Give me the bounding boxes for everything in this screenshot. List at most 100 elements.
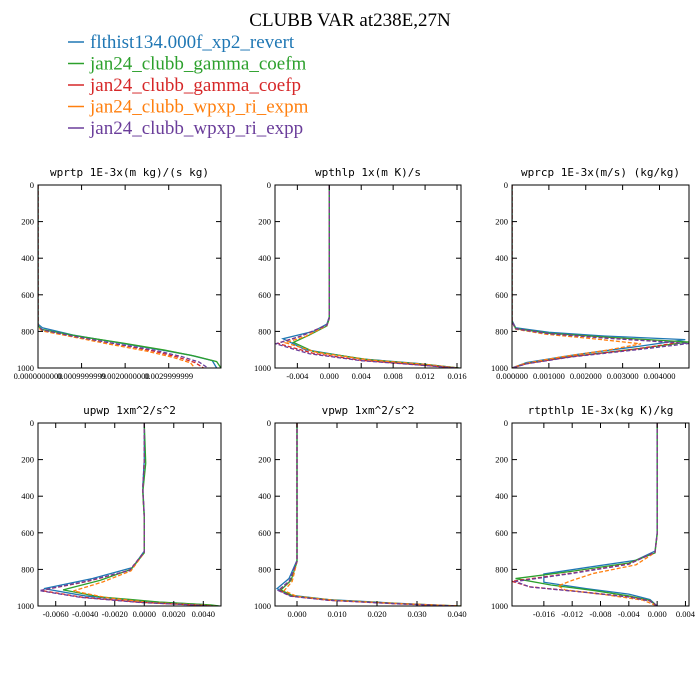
y-tick-label: 400	[258, 253, 271, 263]
x-tick-label: -0.016	[533, 609, 555, 619]
y-tick-label: 400	[495, 491, 508, 501]
panel-title: wprcp 1E-3x(m/s) (kg/kg)	[521, 166, 680, 179]
x-tick-label: 0.010	[327, 609, 346, 619]
legend-entry: jan24_clubb_wpxp_ri_expm	[89, 97, 309, 118]
x-tick-label: 0.000	[320, 371, 339, 381]
y-tick-label: 600	[21, 290, 34, 300]
x-tick-label: 0.003000	[607, 371, 639, 381]
x-tick-label: 0.012	[416, 371, 435, 381]
panel-title: wprtp 1E-3x(m kg)/(s kg)	[50, 166, 209, 179]
panel-title: vpwp 1xm^2/s^2	[322, 404, 415, 417]
panel-3: wprcp 1E-3x(m/s) (kg/kg) 0 200 400 600 800 100…	[491, 166, 690, 381]
y-tick-label: 600	[258, 290, 271, 300]
x-tick-label: 0.008	[384, 371, 403, 381]
y-tick-label: 200	[495, 455, 508, 465]
y-tick-label: 400	[258, 491, 271, 501]
panel-title: rtpthlp 1E-3x(kg K)/kg	[528, 404, 674, 417]
y-tick-label: 1000	[254, 363, 271, 373]
panel-2: wpthlp 1x(m K)/s 0 200 400 600 800 1000 -0.004 0…	[254, 166, 467, 381]
x-tick-label: 0.040	[447, 609, 466, 619]
series-line	[543, 423, 658, 606]
series-line	[291, 185, 460, 368]
series-line	[38, 185, 218, 368]
panel-5: vpwp 1xm^2/s^2 0 200 400 600 800 1000 0.000 0.01…	[254, 404, 467, 619]
series-line	[39, 423, 213, 606]
x-tick-label: 0.0040	[192, 609, 215, 619]
x-tick-label: 0.000	[648, 609, 667, 619]
series-line	[512, 185, 689, 368]
series-line	[512, 185, 679, 368]
figure-title: CLUBB VAR at238E,27N	[249, 10, 451, 31]
y-tick-label: 800	[495, 326, 508, 336]
legend-entry: jan24_clubb_wpxp_ri_expp	[89, 118, 303, 139]
x-tick-label: -0.0040	[72, 609, 98, 619]
y-tick-label: 0	[267, 180, 271, 190]
series-line	[38, 185, 196, 368]
x-tick-label: 0.002000	[570, 371, 602, 381]
y-tick-label: 600	[21, 528, 34, 538]
y-tick-label: 600	[495, 290, 508, 300]
series-line	[512, 185, 642, 368]
plot-frame	[37, 422, 222, 607]
series-line	[512, 185, 689, 368]
y-tick-label: 600	[258, 528, 271, 538]
y-tick-label: 0	[30, 180, 34, 190]
y-tick-label: 0	[504, 418, 508, 428]
y-tick-label: 200	[21, 455, 34, 465]
x-tick-label: -0.0020	[102, 609, 128, 619]
x-tick-label: 0.0020	[162, 609, 185, 619]
legend: flthist134.000f_xp2_revertjan24_clubb_ga…	[68, 32, 309, 139]
y-tick-label: 800	[495, 564, 508, 574]
series-line	[277, 423, 458, 606]
panel-6: rtpthlp 1E-3x(kg K)/kg 0 200 400 600 800 1000 -…	[491, 404, 696, 619]
y-tick-label: 1000	[491, 363, 508, 373]
series-line	[275, 185, 458, 368]
y-tick-label: 200	[258, 455, 271, 465]
x-tick-label: 0.004	[352, 371, 372, 381]
x-tick-label: 0.030	[407, 609, 426, 619]
x-tick-label: 0.004	[676, 609, 696, 619]
plot-frame	[511, 184, 690, 369]
x-tick-label: -0.004	[618, 609, 641, 619]
panel-title: upwp 1xm^2/s^2	[83, 404, 176, 417]
y-tick-label: 1000	[254, 601, 271, 611]
series-line	[283, 185, 458, 368]
x-tick-label: 0.0000	[133, 609, 156, 619]
y-tick-label: 1000	[17, 363, 34, 373]
y-tick-label: 200	[495, 217, 508, 227]
x-tick-label: 0.020	[367, 609, 386, 619]
series-line	[38, 185, 204, 368]
y-tick-label: 800	[21, 326, 34, 336]
series-line	[40, 423, 211, 606]
y-tick-label: 800	[258, 326, 271, 336]
x-tick-label: -0.012	[561, 609, 583, 619]
y-tick-label: 800	[21, 564, 34, 574]
y-tick-label: 400	[21, 491, 34, 501]
y-tick-label: 400	[495, 253, 508, 263]
series-line	[275, 423, 458, 606]
series-line	[283, 423, 461, 606]
y-tick-label: 200	[21, 217, 34, 227]
x-tick-label: 0.0020000000	[101, 371, 150, 381]
y-tick-label: 0	[30, 418, 34, 428]
series-line	[275, 185, 458, 368]
series-line	[277, 423, 458, 606]
series-line	[43, 423, 219, 606]
x-tick-label: -0.008	[590, 609, 612, 619]
y-tick-label: 200	[258, 217, 271, 227]
series-line	[38, 185, 221, 368]
legend-entry: flthist134.000f_xp2_revert	[90, 32, 295, 53]
series-line	[62, 423, 220, 606]
x-tick-label: 0.0029999999	[144, 371, 193, 381]
legend-entry: jan24_clubb_gamma_coefm	[89, 54, 307, 75]
series-line	[281, 185, 459, 368]
y-tick-label: 1000	[491, 601, 508, 611]
series-line	[279, 423, 461, 606]
x-tick-label: -0.0060	[43, 609, 69, 619]
x-tick-label: 0.000000	[496, 371, 528, 381]
plot-frame	[274, 184, 462, 369]
x-tick-label: 0.001000	[533, 371, 565, 381]
x-tick-label: 0.000	[287, 609, 306, 619]
